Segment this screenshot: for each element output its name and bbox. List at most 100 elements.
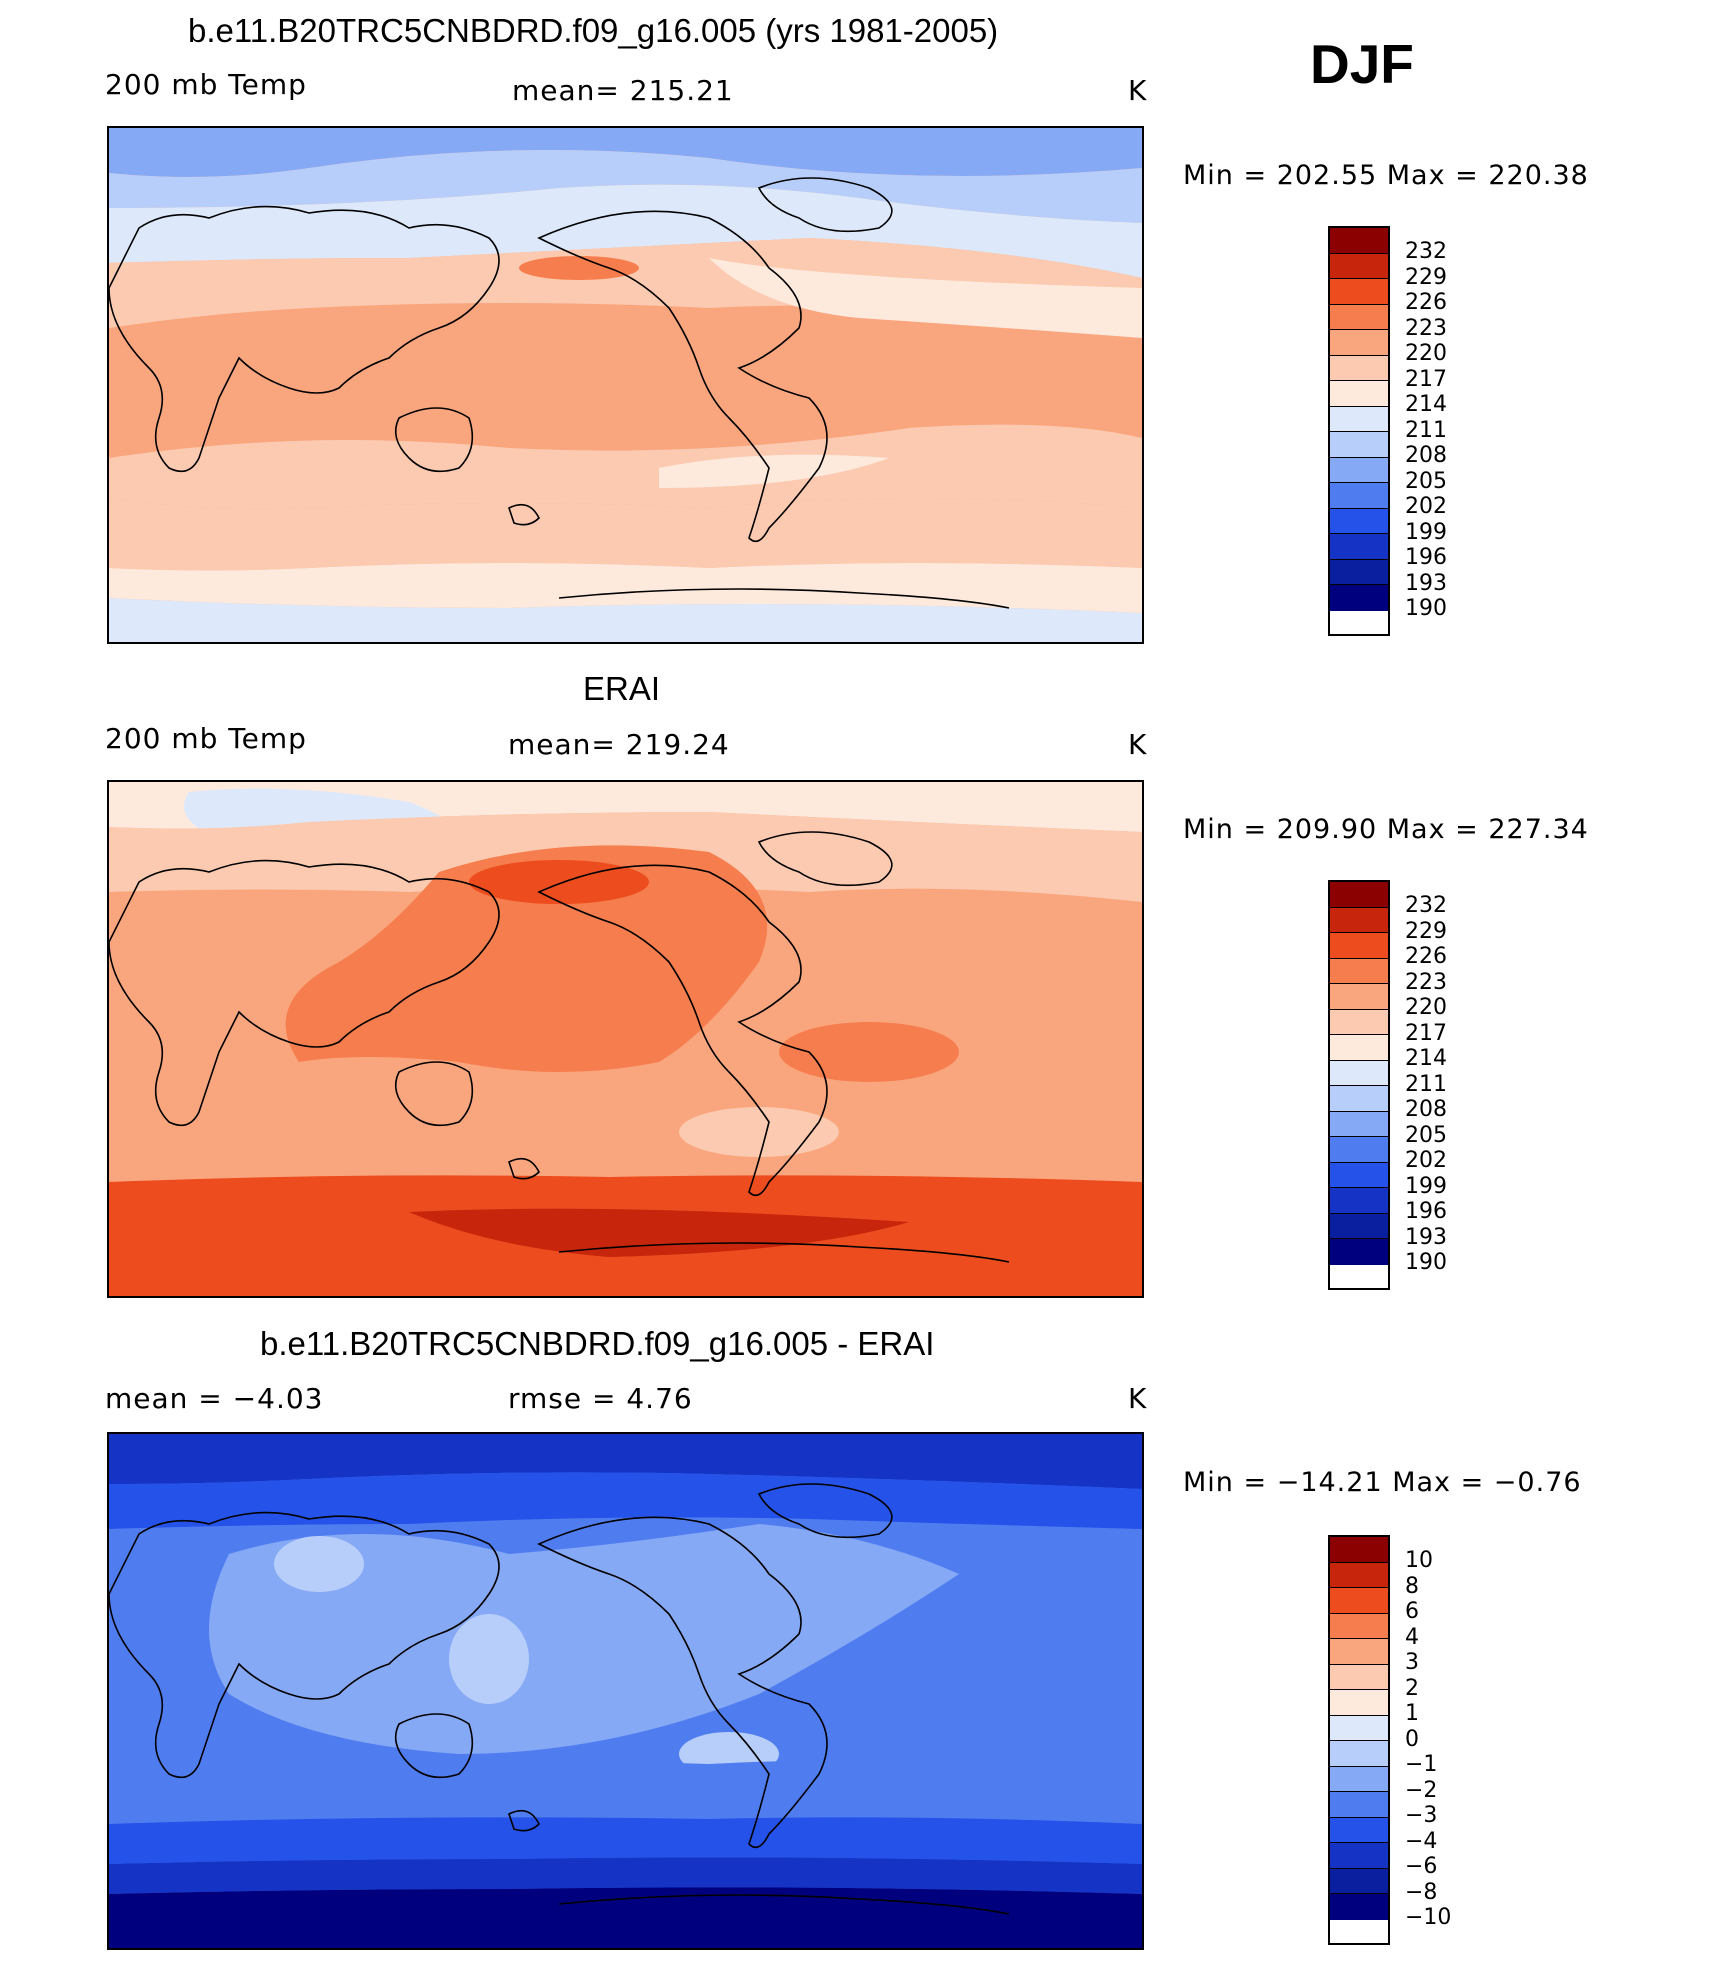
panel2-title: ERAI (583, 670, 661, 707)
panel1-swatch (1330, 330, 1388, 356)
panel1-swatch (1330, 279, 1388, 305)
panel2-swatch (1330, 984, 1388, 1010)
panel2-center-label: mean= 219.24 (508, 728, 730, 761)
panel2-swatch (1330, 1239, 1388, 1265)
panel3-tick: −10 (1405, 1905, 1452, 1930)
panel1-swatch (1330, 534, 1388, 560)
panel2-swatch (1330, 1213, 1388, 1239)
panel3-swatch (1330, 1715, 1388, 1741)
panel2-swatch (1330, 1086, 1388, 1112)
panel1-swatch (1330, 355, 1388, 381)
panel3-minmax: Min = −14.21 Max = −0.76 (1183, 1467, 1582, 1498)
panel2-map-svg (109, 782, 1142, 1296)
panel3-map (107, 1432, 1144, 1950)
panel3-tick: −1 (1405, 1752, 1438, 1777)
panel3-tick: 3 (1405, 1650, 1419, 1675)
panel2-tick: 202 (1405, 1148, 1447, 1173)
panel3-band-north-mid (109, 1472, 1142, 1529)
panel2-swatch (1330, 907, 1388, 933)
panel3-tick: 2 (1405, 1676, 1419, 1701)
panel1-swatch (1330, 585, 1388, 611)
panel2-map (107, 780, 1144, 1298)
panel1-center-label: mean= 215.21 (512, 74, 734, 107)
panel1-map-svg (109, 128, 1142, 642)
panel3-band-north-dark (109, 1434, 1142, 1489)
panel1-band-atlantic (709, 258, 1142, 338)
panel2-tick: 193 (1405, 1225, 1447, 1250)
panel1-left-label: 200 mb Temp (105, 68, 307, 101)
panel1-swatch (1330, 483, 1388, 509)
panel3-title: b.e11.B20TRC5CNBDRD.f09_g16.005 - ERAI (260, 1325, 935, 1362)
panel3-swatch (1330, 1766, 1388, 1792)
panel2-tick: 205 (1405, 1123, 1447, 1148)
panel2-tick: 232 (1405, 893, 1447, 918)
panel1-swatch (1330, 432, 1388, 458)
panel3-tick: 1 (1405, 1701, 1419, 1726)
panel3-swatch (1330, 1868, 1388, 1894)
panel1-swatch (1330, 304, 1388, 330)
panel3-band-south-dark (109, 1857, 1142, 1894)
panel3-swatch (1330, 1588, 1388, 1614)
panel1-tick: 190 (1405, 596, 1447, 621)
panel1-band-antarctic-edge (109, 563, 1142, 613)
panel1-swatch (1330, 406, 1388, 432)
panel3-tick: 8 (1405, 1574, 1419, 1599)
panel3-swatch (1330, 1562, 1388, 1588)
season-title: DJF (1310, 33, 1414, 95)
panel1-title: b.e11.B20TRC5CNBDRD.f09_g16.005 (yrs 198… (188, 12, 999, 49)
panel2-tick: 214 (1405, 1046, 1447, 1071)
panel2-coastlines (109, 831, 1010, 1263)
panel3-swatch (1330, 1792, 1388, 1818)
panel1-colorbar (1328, 226, 1390, 636)
panel3-swatch (1330, 1537, 1388, 1563)
panel2-swatch (1330, 1035, 1388, 1061)
panel2-swatch (1330, 1188, 1388, 1214)
panel1-band-south-light (109, 424, 1142, 510)
panel2-tick: 199 (1405, 1174, 1447, 1199)
panel1-band-north-light (109, 184, 1142, 278)
panel3-left-label: mean = −4.03 (105, 1382, 324, 1415)
panel3-coastlines (109, 1483, 1010, 1915)
panel3-tick: 0 (1405, 1727, 1419, 1752)
panel1-swatch (1330, 253, 1388, 279)
panel1-tick: 226 (1405, 290, 1447, 315)
panel1-band-north-cold (109, 128, 1142, 177)
panel2-cool-spot (679, 1107, 839, 1157)
panel3-colorbar (1328, 1535, 1390, 1945)
panel2-swatch (1330, 882, 1388, 908)
panel1-swatch (1330, 381, 1388, 407)
panel1-tick: 202 (1405, 494, 1447, 519)
panel3-swatch (1330, 1843, 1388, 1869)
panel3-swatch (1330, 1741, 1388, 1767)
panel2-warm-spot (469, 860, 649, 904)
panel2-swatch (1330, 1111, 1388, 1137)
panel2-swatch (1330, 933, 1388, 959)
panel2-warm-pacific (285, 845, 768, 1072)
panel2-units: K (1128, 728, 1148, 761)
panel1-tick: 229 (1405, 265, 1447, 290)
panel1-units: K (1128, 74, 1148, 107)
panel1-tick: 217 (1405, 367, 1447, 392)
panel3-swatch (1330, 1817, 1388, 1843)
panel3-swatch (1330, 1664, 1388, 1690)
panel3-tick: −3 (1405, 1803, 1438, 1828)
panel1-swatch (1330, 228, 1388, 254)
panel1-tick: 211 (1405, 418, 1447, 443)
panel1-band-south-mid (109, 498, 1142, 571)
panel2-tick: 220 (1405, 995, 1447, 1020)
panel3-swatch (1330, 1894, 1388, 1920)
panel1-band-north-mid (109, 150, 1142, 223)
panel3-tick: −6 (1405, 1854, 1438, 1879)
panel1-swatch (1330, 508, 1388, 534)
panel2-swatch (1330, 1009, 1388, 1035)
panel2-swatch (1330, 1162, 1388, 1188)
panel1-tick: 208 (1405, 443, 1447, 468)
panel3-tick: −8 (1405, 1880, 1438, 1905)
panel3-band-south-mid (109, 1759, 1142, 1824)
panel1-tick: 199 (1405, 520, 1447, 545)
panel3-swatch (1330, 1639, 1388, 1665)
panel1-band-south-pale (659, 454, 889, 488)
panel3-light-spot-indo (449, 1614, 529, 1704)
panel2-tick: 211 (1405, 1072, 1447, 1097)
panel3-swatch (1330, 1613, 1388, 1639)
